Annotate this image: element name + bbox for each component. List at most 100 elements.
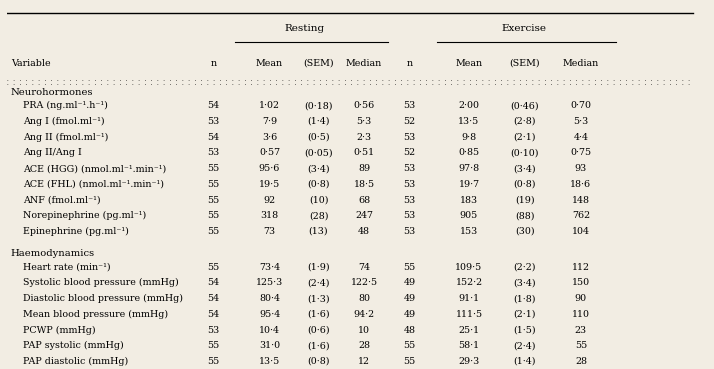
Text: 55: 55: [403, 341, 416, 350]
Text: (0·8): (0·8): [307, 357, 330, 366]
Text: (0·46): (0·46): [511, 101, 539, 110]
Text: 90: 90: [575, 294, 587, 303]
Text: (SEM): (SEM): [510, 59, 540, 68]
Text: 905: 905: [460, 211, 478, 220]
Text: (0·18): (0·18): [304, 101, 333, 110]
Text: n: n: [211, 59, 216, 68]
Text: 152·2: 152·2: [456, 278, 483, 287]
Text: 112: 112: [572, 263, 590, 272]
Text: 53: 53: [403, 196, 416, 204]
Text: 28: 28: [358, 341, 370, 350]
Text: 10·4: 10·4: [259, 325, 280, 335]
Text: ACE (FHL) (nmol.ml⁻¹.min⁻¹): ACE (FHL) (nmol.ml⁻¹.min⁻¹): [24, 180, 164, 189]
Text: 53: 53: [403, 101, 416, 110]
Text: (3·4): (3·4): [513, 164, 536, 173]
Text: Mean blood pressure (mmHg): Mean blood pressure (mmHg): [24, 310, 169, 319]
Text: 49: 49: [403, 294, 416, 303]
Text: 19·7: 19·7: [458, 180, 480, 189]
Text: Resting: Resting: [284, 24, 325, 32]
Text: 53: 53: [208, 117, 220, 126]
Text: 762: 762: [572, 211, 590, 220]
Text: 52: 52: [403, 148, 416, 157]
Text: 74: 74: [358, 263, 370, 272]
Text: 53: 53: [403, 132, 416, 142]
Text: Neurohormones: Neurohormones: [11, 88, 93, 97]
Text: 58·1: 58·1: [458, 341, 480, 350]
Text: 5·3: 5·3: [356, 117, 371, 126]
Text: 54: 54: [208, 278, 220, 287]
Text: 53: 53: [403, 211, 416, 220]
Text: 91·1: 91·1: [458, 294, 480, 303]
Text: Ang I (fmol.ml⁻¹): Ang I (fmol.ml⁻¹): [24, 117, 105, 126]
Text: 73·4: 73·4: [259, 263, 280, 272]
Text: PAP diastolic (mmHg): PAP diastolic (mmHg): [24, 357, 129, 366]
Text: 28: 28: [575, 357, 587, 366]
Text: 1·02: 1·02: [259, 101, 280, 110]
Text: 10: 10: [358, 325, 370, 335]
Text: 89: 89: [358, 164, 370, 173]
Text: 55: 55: [403, 263, 416, 272]
Text: 13·5: 13·5: [259, 357, 280, 366]
Text: Mean: Mean: [456, 59, 483, 68]
Text: 54: 54: [208, 294, 220, 303]
Text: Variable: Variable: [11, 59, 50, 68]
Text: 148: 148: [572, 196, 590, 204]
Text: 104: 104: [572, 227, 590, 236]
Text: 125·3: 125·3: [256, 278, 283, 287]
Text: (0·05): (0·05): [304, 148, 333, 157]
Text: 12: 12: [358, 357, 370, 366]
Text: n: n: [406, 59, 413, 68]
Text: 19·5: 19·5: [259, 180, 280, 189]
Text: (2·4): (2·4): [513, 341, 536, 350]
Text: Ang II/Ang I: Ang II/Ang I: [24, 148, 82, 157]
Text: 55: 55: [403, 357, 416, 366]
Text: 247: 247: [355, 211, 373, 220]
Text: (1·3): (1·3): [307, 294, 330, 303]
Text: 80·4: 80·4: [259, 294, 280, 303]
Text: 2·00: 2·00: [458, 101, 480, 110]
Text: 0·51: 0·51: [353, 148, 375, 157]
Text: 9·8: 9·8: [461, 132, 476, 142]
Text: (2·2): (2·2): [513, 263, 536, 272]
Text: 53: 53: [403, 164, 416, 173]
Text: 153: 153: [460, 227, 478, 236]
Text: (88): (88): [516, 211, 535, 220]
Text: Haemodynamics: Haemodynamics: [11, 249, 95, 258]
Text: (10): (10): [308, 196, 328, 204]
Text: (1·9): (1·9): [307, 263, 330, 272]
Text: (2·1): (2·1): [513, 132, 536, 142]
Text: 29·3: 29·3: [458, 357, 480, 366]
Text: Exercise: Exercise: [501, 24, 546, 32]
Text: ACE (HGG) (nmol.ml⁻¹.min⁻¹): ACE (HGG) (nmol.ml⁻¹.min⁻¹): [24, 164, 166, 173]
Text: 31·0: 31·0: [259, 341, 280, 350]
Text: 94·2: 94·2: [353, 310, 375, 319]
Text: 80: 80: [358, 294, 370, 303]
Text: Systolic blood pressure (mmHg): Systolic blood pressure (mmHg): [24, 278, 179, 287]
Text: 53: 53: [403, 180, 416, 189]
Text: ANF (fmol.ml⁻¹): ANF (fmol.ml⁻¹): [24, 196, 101, 204]
Text: 7·9: 7·9: [262, 117, 277, 126]
Text: 97·8: 97·8: [458, 164, 480, 173]
Text: (30): (30): [515, 227, 535, 236]
Text: (0·8): (0·8): [513, 180, 536, 189]
Text: (SEM): (SEM): [303, 59, 334, 68]
Text: 54: 54: [208, 101, 220, 110]
Text: Heart rate (min⁻¹): Heart rate (min⁻¹): [24, 263, 111, 272]
Text: (2·4): (2·4): [307, 278, 330, 287]
Text: 49: 49: [403, 278, 416, 287]
Text: 0·57: 0·57: [259, 148, 280, 157]
Text: 3·6: 3·6: [262, 132, 277, 142]
Text: (1·6): (1·6): [307, 341, 330, 350]
Text: 18·5: 18·5: [353, 180, 375, 189]
Text: (13): (13): [308, 227, 328, 236]
Text: (1·5): (1·5): [513, 325, 536, 335]
Text: 55: 55: [208, 341, 220, 350]
Text: 55: 55: [208, 227, 220, 236]
Text: (1·4): (1·4): [307, 117, 330, 126]
Text: 4·4: 4·4: [573, 132, 588, 142]
Text: 95·6: 95·6: [259, 164, 280, 173]
Text: 0·56: 0·56: [353, 101, 375, 110]
Text: 111·5: 111·5: [456, 310, 483, 319]
Text: 93: 93: [575, 164, 587, 173]
Text: 55: 55: [208, 164, 220, 173]
